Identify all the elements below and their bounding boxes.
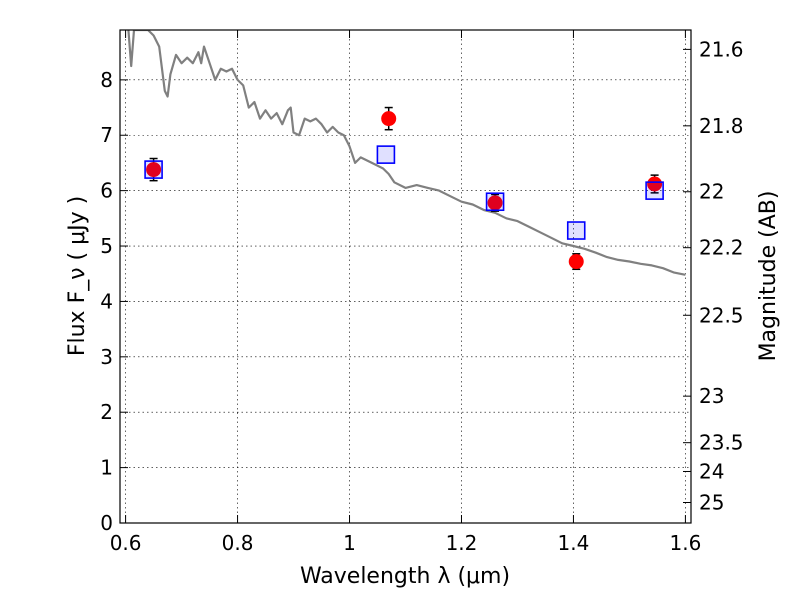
observed-point	[568, 254, 584, 270]
plot-frame	[119, 29, 692, 524]
x-axis-ticks: 0.6 0.8 1 1.2 1.4 1.6	[110, 30, 701, 555]
model-point	[144, 160, 163, 179]
y-tick-label: 4	[100, 289, 113, 313]
model-spectrum	[127, 30, 686, 276]
x-tick-label: 0.8	[222, 531, 254, 555]
observed-point	[487, 195, 503, 211]
model-point	[485, 192, 505, 212]
right-tick-label: 21.8	[699, 114, 744, 138]
x-tick-label: 0.6	[110, 531, 142, 555]
right-axis-ticks: 21.6 21.8 22 22.2 22.5 23 23.5 24 25	[683, 37, 744, 515]
model-points	[144, 145, 664, 240]
right-tick-label: 22	[699, 180, 724, 204]
spectrum-line	[127, 30, 686, 276]
right-tick-label: 22.2	[699, 236, 744, 260]
model-point	[645, 181, 664, 200]
right-tick-label: 23	[699, 384, 724, 408]
y-tick-label: 2	[100, 400, 113, 424]
right-tick-label: 21.6	[699, 37, 744, 61]
grid-lines	[120, 30, 691, 524]
observed-point	[146, 162, 162, 178]
right-tick-label: 22.5	[699, 303, 744, 327]
observed-points	[146, 111, 663, 270]
y-tick-label: 5	[100, 234, 113, 258]
x-tick-label: 1	[343, 531, 356, 555]
right-axis-label: Magnitude (AB)	[756, 191, 781, 362]
x-tick-label: 1.2	[446, 531, 478, 555]
y-tick-label: 3	[100, 345, 113, 369]
right-tick-label: 25	[699, 491, 724, 515]
y-tick-label: 7	[100, 123, 113, 147]
observed-point	[381, 111, 397, 127]
right-tick-label: 24	[699, 459, 724, 483]
x-axis-label: Wavelength λ (μm)	[300, 564, 510, 589]
model-point	[566, 221, 586, 240]
right-tick-label: 23.5	[699, 431, 744, 455]
observed-point	[647, 176, 663, 192]
y-axis-ticks: 0 1 2 3 4 5 6 7 8	[100, 68, 128, 535]
y-tick-label: 6	[100, 179, 113, 203]
y-axis-label: Flux F_ν ( μJy )	[65, 196, 90, 356]
x-tick-label: 1.6	[669, 531, 701, 555]
model-point	[376, 145, 396, 164]
y-tick-label: 1	[100, 456, 113, 480]
y-tick-label: 0	[100, 511, 113, 535]
y-tick-label: 8	[100, 68, 113, 92]
x-tick-label: 1.4	[558, 531, 590, 555]
